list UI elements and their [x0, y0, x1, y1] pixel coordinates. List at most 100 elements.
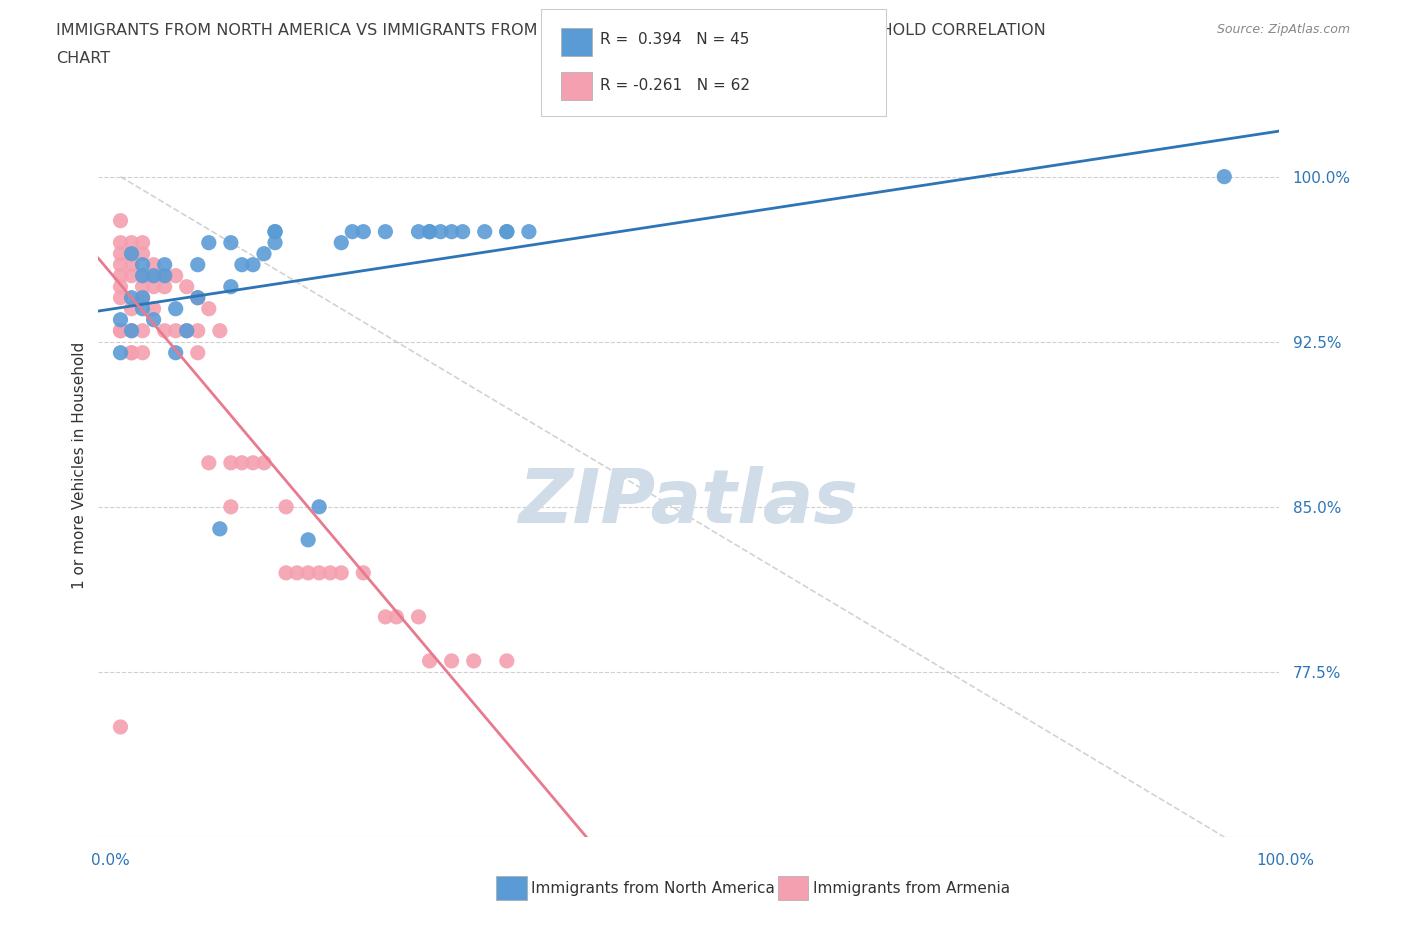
Point [110, 312, 132, 327]
Point [121, 268, 143, 283]
Point [187, 290, 209, 305]
Point [253, 246, 276, 261]
Point [176, 324, 198, 339]
Point [495, 224, 517, 239]
Point [319, 565, 342, 580]
Point [131, 235, 153, 250]
Point [176, 279, 198, 294]
Point [352, 224, 374, 239]
Point [208, 324, 231, 339]
Point [142, 312, 165, 327]
Point [165, 301, 187, 316]
Point [242, 456, 264, 471]
Point [440, 654, 463, 669]
Point [231, 456, 253, 471]
Point [165, 324, 187, 339]
Point [274, 499, 297, 514]
Point [242, 258, 264, 272]
Point [495, 224, 517, 239]
Point [153, 258, 176, 272]
Point [110, 235, 132, 250]
Point [219, 279, 242, 294]
Point [385, 609, 408, 624]
Point [121, 345, 143, 360]
Point [463, 654, 485, 669]
Text: R =  0.394   N = 45: R = 0.394 N = 45 [600, 32, 749, 46]
Point [131, 345, 153, 360]
Point [253, 456, 276, 471]
Point [264, 224, 287, 239]
Text: Source: ZipAtlas.com: Source: ZipAtlas.com [1216, 23, 1350, 36]
Text: ZIPatlas: ZIPatlas [519, 466, 859, 538]
Point [110, 268, 132, 283]
Point [110, 213, 132, 228]
Point [419, 224, 441, 239]
Point [131, 268, 153, 283]
Point [308, 565, 330, 580]
Point [131, 258, 153, 272]
Point [131, 290, 153, 305]
Point [165, 345, 187, 360]
Point [142, 268, 165, 283]
Point [153, 268, 176, 283]
Point [110, 324, 132, 339]
Point [285, 565, 308, 580]
Point [110, 290, 132, 305]
Text: 0.0%: 0.0% [91, 853, 131, 868]
Point [110, 246, 132, 261]
Point [297, 532, 319, 547]
Point [198, 301, 221, 316]
Point [352, 565, 374, 580]
Point [153, 279, 176, 294]
Point [419, 654, 441, 669]
Point [274, 565, 297, 580]
Point [142, 258, 165, 272]
Point [176, 324, 198, 339]
Point [495, 654, 517, 669]
Y-axis label: 1 or more Vehicles in Household: 1 or more Vehicles in Household [72, 341, 87, 589]
Point [474, 224, 496, 239]
Point [297, 565, 319, 580]
Text: 100.0%: 100.0% [1257, 853, 1315, 868]
Point [408, 609, 430, 624]
Point [121, 246, 143, 261]
Point [110, 345, 132, 360]
Point [264, 235, 287, 250]
Point [110, 720, 132, 735]
Point [110, 258, 132, 272]
Point [110, 279, 132, 294]
Point [131, 324, 153, 339]
Point [121, 246, 143, 261]
Point [219, 235, 242, 250]
Text: CHART: CHART [56, 51, 110, 66]
Point [165, 268, 187, 283]
Point [142, 268, 165, 283]
Point [187, 345, 209, 360]
Point [131, 246, 153, 261]
Point [330, 235, 353, 250]
Point [264, 224, 287, 239]
Point [121, 290, 143, 305]
Point [198, 235, 221, 250]
Point [419, 224, 441, 239]
Point [121, 258, 143, 272]
Point [440, 224, 463, 239]
Point [219, 499, 242, 514]
Point [187, 324, 209, 339]
Point [131, 290, 153, 305]
Point [121, 324, 143, 339]
Point [142, 279, 165, 294]
Text: IMMIGRANTS FROM NORTH AMERICA VS IMMIGRANTS FROM ARMENIA 1 OR MORE VEHICLES IN H: IMMIGRANTS FROM NORTH AMERICA VS IMMIGRA… [56, 23, 1046, 38]
Point [374, 224, 396, 239]
Text: R = -0.261   N = 62: R = -0.261 N = 62 [600, 78, 751, 93]
Point [110, 324, 132, 339]
Text: Immigrants from Armenia: Immigrants from Armenia [813, 881, 1010, 896]
Point [231, 258, 253, 272]
Point [429, 224, 451, 239]
Point [142, 301, 165, 316]
Point [187, 290, 209, 305]
Point [131, 279, 153, 294]
Point [198, 456, 221, 471]
Point [121, 235, 143, 250]
Point [121, 324, 143, 339]
